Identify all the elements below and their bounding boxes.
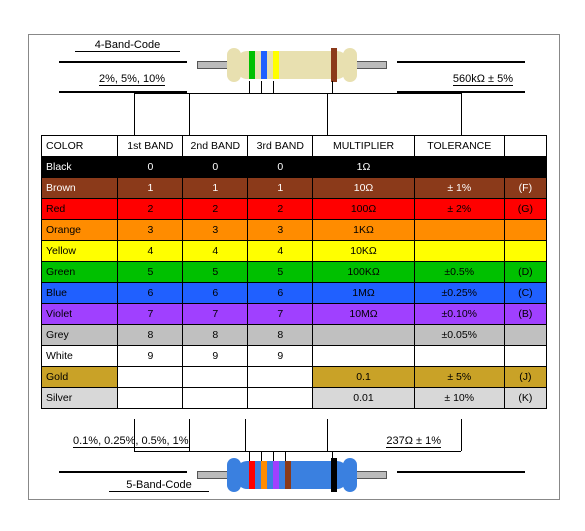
color-name: Silver [42, 388, 118, 409]
color-name: Grey [42, 325, 118, 346]
connector [327, 419, 328, 451]
table-row: Violet77710MΩ±0.10%(B) [42, 304, 547, 325]
table-header: COLOR [42, 136, 118, 157]
table-row: Grey888±0.05% [42, 325, 547, 346]
table-row: Red222100Ω± 2%(G) [42, 199, 547, 220]
color-code-table: COLOR1st BAND2nd BAND3rd BANDMULTIPLIERT… [41, 135, 547, 409]
label-bot-tolerance-range: 0.1%, 0.25%, 0.5%, 1% [73, 435, 189, 448]
color-name: Violet [42, 304, 118, 325]
connector [327, 93, 328, 135]
line [397, 61, 525, 63]
connector [261, 81, 262, 93]
table-header: MULTIPLIER [313, 136, 414, 157]
label-top-tolerance-range: 2%, 5%, 10% [99, 73, 165, 86]
color-name: Brown [42, 178, 118, 199]
line [397, 471, 525, 473]
table-row: Brown11110Ω± 1%(F) [42, 178, 547, 199]
table-row: Gold0.1± 5%(J) [42, 367, 547, 388]
connector [189, 93, 190, 135]
table-row: White999 [42, 346, 547, 367]
connector [134, 93, 461, 94]
color-name: Blue [42, 283, 118, 304]
label-4-band-code: 4-Band-Code [75, 39, 180, 52]
table-row: Orange3331KΩ [42, 220, 547, 241]
connector [273, 81, 274, 93]
resistor-5-band [227, 461, 357, 489]
color-name: Red [42, 199, 118, 220]
table-header [504, 136, 546, 157]
connector [249, 81, 250, 93]
table-row: Yellow44410KΩ [42, 241, 547, 262]
label-bot-value: 237Ω ± 1% [386, 435, 441, 448]
table-row: Blue6661MΩ±0.25%(C) [42, 283, 547, 304]
table-row: Silver0.01± 10%(K) [42, 388, 547, 409]
label-top-value: 560kΩ ± 5% [453, 73, 513, 86]
color-name: Gold [42, 367, 118, 388]
connector [134, 93, 135, 135]
table-header: 2nd BAND [183, 136, 248, 157]
connector [461, 93, 462, 135]
color-name: Yellow [42, 241, 118, 262]
table-header: 1st BAND [118, 136, 183, 157]
outer-frame: 4-Band-Code 2%, 5%, 10% 560kΩ ± 5% COLOR… [28, 34, 560, 500]
color-name: Black [42, 157, 118, 178]
connector [245, 419, 246, 451]
table-row: Green555100KΩ±0.5%(D) [42, 262, 547, 283]
color-name: Orange [42, 220, 118, 241]
label-5-band-code: 5-Band-Code [109, 479, 209, 492]
color-name: Green [42, 262, 118, 283]
connector [134, 451, 461, 452]
line [59, 61, 187, 63]
connector [332, 81, 333, 93]
table-header: TOLERANCE [414, 136, 504, 157]
connector [461, 419, 462, 451]
table-row: Black0001Ω [42, 157, 547, 178]
connector [189, 419, 190, 451]
table-header: 3rd BAND [248, 136, 313, 157]
line [59, 471, 187, 473]
resistor-4-band [227, 51, 357, 79]
color-name: White [42, 346, 118, 367]
